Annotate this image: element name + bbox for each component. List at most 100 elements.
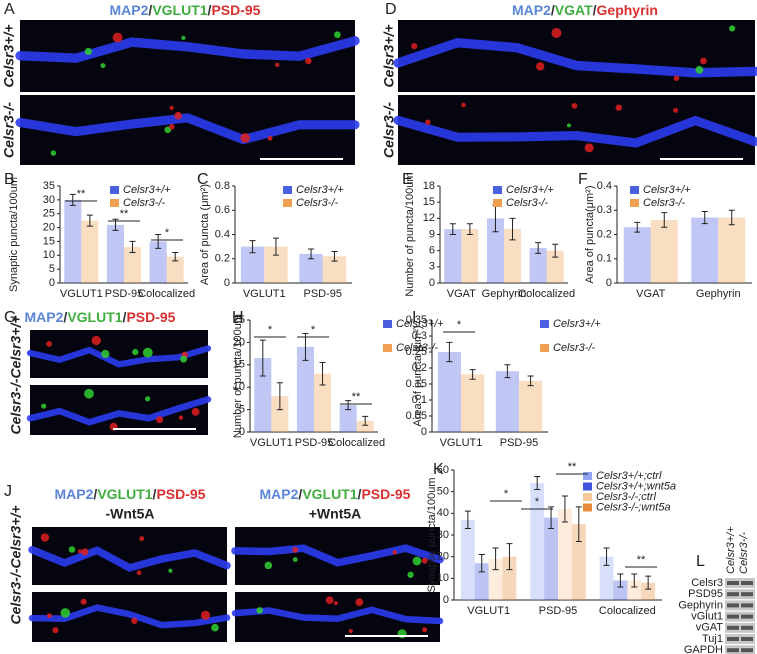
error-bar (534, 476, 541, 490)
band (741, 614, 753, 619)
bar (461, 374, 485, 432)
puncta (535, 62, 545, 71)
y-tick-label: 10 (43, 249, 55, 261)
y-tick-label: 0.4 (597, 180, 612, 192)
bar (461, 229, 479, 283)
legend-label: Celsr3+/+;wnt5a (596, 480, 676, 492)
x-tick-label: Gephyrin (696, 288, 741, 300)
puncta (729, 25, 736, 32)
y-tick-label: 40 (437, 507, 449, 519)
legend-label: Celsr3-/-;wnt5a (596, 501, 671, 513)
significance: * (535, 496, 540, 508)
panel-letter: G (4, 309, 16, 326)
y-tick-label: 0.35 (406, 314, 427, 326)
error-bar (535, 242, 542, 254)
band (727, 637, 739, 641)
significance: * (457, 319, 462, 331)
puncta (615, 104, 622, 111)
blot-strip (725, 622, 755, 633)
significance: ** (352, 391, 361, 403)
blot-strip (725, 611, 755, 622)
genotype-label: Celsr3-/-Celsr3+/+ (8, 505, 24, 624)
band (741, 625, 753, 630)
error-bar (701, 210, 708, 225)
dendrite (231, 544, 444, 567)
stain-name: PSD-95 (361, 486, 410, 502)
error-bar (249, 240, 256, 254)
blot-strip (725, 578, 755, 588)
stain-name: MAP2 (512, 2, 551, 18)
y-axis-label: Number of puncta/100um (404, 172, 416, 296)
panel-letter: B (4, 171, 15, 188)
puncta (91, 335, 101, 346)
legend-label: Celsr3-/- (396, 342, 439, 354)
x-tick-label: Colocalized (328, 437, 385, 449)
micrograph (398, 20, 755, 92)
bar (546, 250, 564, 283)
dendrite (15, 113, 360, 145)
puncta (325, 596, 334, 604)
puncta (256, 607, 263, 614)
legend-label: Celsr3+/+;ctrl (596, 470, 662, 482)
puncta (168, 568, 173, 573)
puncta (52, 627, 59, 634)
stain-legend: MAP2/VGLUT1/PSD-95 (55, 486, 206, 502)
error-bar (469, 369, 476, 380)
puncta (421, 557, 428, 564)
error-bar (86, 214, 93, 227)
y-axis-label: Synaptic puncta/100um (8, 177, 20, 292)
error-bar (603, 547, 610, 566)
x-tick-label: VGAT (636, 288, 665, 300)
stain-name: VGLUT1 (67, 309, 122, 325)
y-tick-label: 35 (43, 180, 55, 192)
y-tick-label: 18 (423, 180, 435, 192)
bar (486, 218, 504, 283)
legend-swatch (493, 186, 502, 194)
panel-letter: A (4, 1, 15, 18)
puncta (112, 32, 123, 43)
bar (339, 405, 357, 432)
y-tick-label: 20 (43, 221, 55, 233)
puncta (422, 627, 428, 633)
y-tick-label: 0.1 (597, 253, 612, 265)
blot-strip (725, 589, 755, 600)
band (727, 648, 739, 653)
x-tick-label: VGLUT1 (243, 288, 286, 300)
puncta (174, 111, 182, 120)
puncta (348, 629, 353, 634)
puncta (145, 396, 151, 402)
bar (299, 253, 323, 283)
legend-swatch (493, 199, 502, 207)
puncta (334, 31, 341, 39)
bar (504, 229, 522, 283)
band (727, 614, 739, 619)
legend-swatch (540, 344, 549, 352)
y-tick-label: 0 (239, 426, 245, 438)
error-bar (331, 250, 338, 262)
x-tick-label: VGLUT1 (250, 437, 293, 449)
puncta (156, 416, 164, 424)
puncta (77, 549, 83, 554)
legend-swatch (383, 320, 392, 328)
error-bar (449, 223, 456, 235)
stain-legend: MAP2/VGAT/Gephyrin (512, 2, 658, 18)
panel-letter: L (696, 553, 705, 570)
stain-name: PSD-95 (211, 2, 260, 18)
puncta (292, 546, 299, 553)
y-tick-label: 5 (239, 404, 245, 416)
y-tick-label: 0 (421, 426, 427, 438)
puncta (131, 617, 138, 624)
error-bar (129, 240, 136, 254)
bar (613, 580, 628, 600)
legend-swatch (583, 493, 592, 501)
puncta (40, 533, 50, 542)
bar (502, 556, 517, 600)
panel-letter: C (197, 171, 209, 188)
y-axis-label: Synaptic puncta/100um (426, 478, 438, 593)
micrograph (235, 527, 440, 585)
y-tick-label: 0 (224, 277, 230, 289)
blot-column: Celsr3-/- (738, 531, 750, 574)
significance: ** (120, 208, 129, 220)
genotype-label: Celsr3-/- (1, 102, 17, 158)
